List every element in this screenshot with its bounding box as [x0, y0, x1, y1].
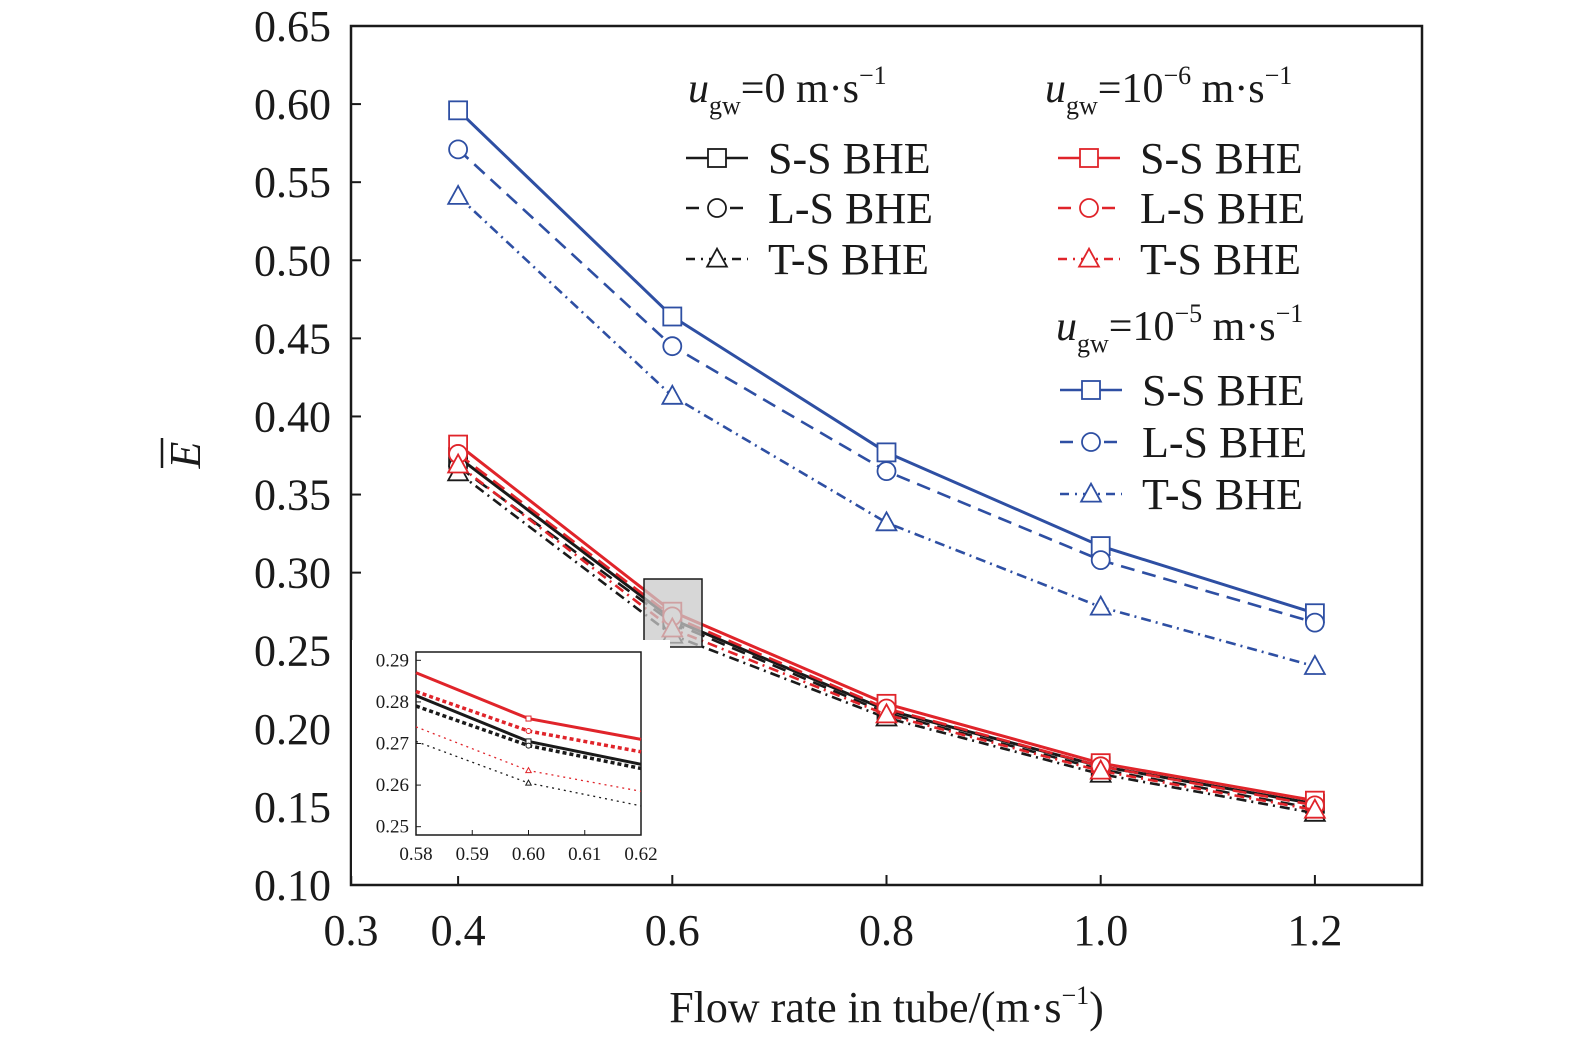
legend-label: L-S BHE	[1142, 418, 1307, 467]
series-group	[446, 100, 1327, 822]
inset-x-tick-label: 0.62	[624, 844, 657, 865]
legend-swatch-marker	[707, 198, 727, 218]
data-point	[660, 383, 684, 405]
x-tick-label: 0.3	[324, 906, 379, 955]
legend-label: S-S BHE	[1142, 366, 1305, 415]
axes: 0.10 0.15 0.20 0.25 0.30 0.35 0.40 0.45 0.50 0.55…	[160, 2, 1424, 1032]
legend-item: S-S BHE	[1060, 366, 1305, 415]
data-point	[1090, 550, 1111, 571]
x-tick-label: 1.0	[1073, 906, 1128, 955]
legend-heading: ugw=10−5 m·s−1	[1056, 299, 1303, 358]
series-1	[448, 139, 1325, 633]
legend-item: L-S BHE	[686, 184, 933, 233]
legend-swatch-marker	[1081, 380, 1101, 400]
legend-item: T-S BHE	[686, 235, 929, 284]
x-tick-label: 1.2	[1287, 906, 1342, 955]
data-point	[662, 306, 683, 327]
series-line	[457, 452, 1316, 807]
zoom-inset: 0.25 0.26 0.27 0.28 0.29 0.58 0.59 0.60 0.61 0.62	[352, 578, 703, 876]
legend-label: S-S BHE	[1140, 134, 1303, 183]
y-tick-label: 0.35	[254, 471, 331, 520]
data-point	[662, 336, 683, 357]
data-point	[448, 100, 469, 121]
y-axis-label: E	[160, 438, 210, 469]
legend-heading: ugw=10−6 m·s−1	[1045, 61, 1292, 120]
legend-item: T-S BHE	[1060, 470, 1303, 519]
legend-item: S-S BHE	[1058, 134, 1303, 183]
data-point	[876, 461, 897, 482]
legend-label: T-S BHE	[768, 235, 929, 284]
legend-swatch-marker	[1079, 148, 1099, 168]
legend-label: L-S BHE	[1140, 184, 1305, 233]
legend-item: T-S BHE	[1058, 235, 1301, 284]
y-axis-label-text: E	[161, 441, 210, 469]
legend-swatch-marker	[1077, 246, 1101, 268]
data-point	[1089, 594, 1113, 616]
y-tick-label: 0.65	[254, 2, 331, 51]
legend-swatch-marker	[707, 148, 727, 168]
legend-label: T-S BHE	[1140, 235, 1301, 284]
y-tick-label: 0.55	[254, 158, 331, 207]
inset-data-point	[525, 728, 532, 735]
inset-y-tick-label: 0.28	[376, 692, 409, 713]
legend-swatch-marker	[705, 246, 729, 268]
y-tick-label: 0.45	[254, 314, 331, 363]
inset-data-point	[525, 742, 532, 749]
y-tick-label: 0.20	[254, 705, 331, 754]
data-point	[1303, 654, 1327, 675]
inset-y-tick-label: 0.29	[376, 650, 409, 671]
y-tick-label: 0.10	[254, 861, 331, 910]
legend-item: L-S BHE	[1058, 184, 1305, 233]
data-point	[875, 702, 898, 724]
legend-swatch-marker	[1079, 481, 1103, 503]
x-tick-label: 0.6	[645, 906, 700, 955]
legend-swatch-marker	[1081, 432, 1101, 452]
inset-y-tick-label: 0.25	[376, 817, 409, 838]
data-point	[1089, 758, 1113, 780]
inset-data-point	[525, 715, 532, 722]
x-tick-label: 0.4	[431, 906, 486, 955]
y-tick-label: 0.25	[254, 627, 331, 676]
x-tick-label: 0.8	[859, 906, 914, 955]
y-tick-label: 0.40	[254, 392, 331, 441]
data-point	[875, 510, 898, 532]
legend-label: S-S BHE	[768, 134, 931, 183]
series-line	[457, 471, 1316, 815]
legend-label: L-S BHE	[768, 184, 933, 233]
legend-label: T-S BHE	[1142, 470, 1303, 519]
legend-item: S-S BHE	[686, 134, 931, 183]
legend-swatch-marker	[1079, 198, 1099, 218]
x-axis-label: Flow rate in tube/(m·s−1)	[669, 981, 1104, 1032]
inset-x-tick-label: 0.59	[456, 844, 489, 865]
data-point	[448, 139, 469, 160]
y-tick-label: 0.50	[254, 236, 331, 285]
data-point	[1305, 612, 1325, 633]
inset-y-tick-label: 0.27	[376, 734, 409, 755]
inset-data-point	[524, 766, 533, 774]
inset-y-tick-label: 0.26	[376, 775, 409, 796]
data-point	[446, 452, 470, 474]
legend-heading: ugw=0 m·s−1	[688, 61, 887, 120]
data-point	[1303, 797, 1327, 819]
y-tick-label: 0.30	[254, 549, 331, 598]
inset-x-tick-label: 0.58	[399, 844, 432, 865]
y-tick-label: 0.15	[254, 783, 331, 832]
series-2	[446, 184, 1327, 675]
inset-data-point	[524, 779, 533, 786]
y-tick-label: 0.60	[254, 80, 331, 129]
zoom-region-box	[643, 578, 703, 648]
data-point	[446, 184, 470, 205]
inset-x-tick-label: 0.61	[568, 844, 601, 865]
legend-item: L-S BHE	[1060, 418, 1307, 467]
data-point	[876, 442, 897, 463]
inset-x-tick-label: 0.60	[512, 844, 545, 865]
